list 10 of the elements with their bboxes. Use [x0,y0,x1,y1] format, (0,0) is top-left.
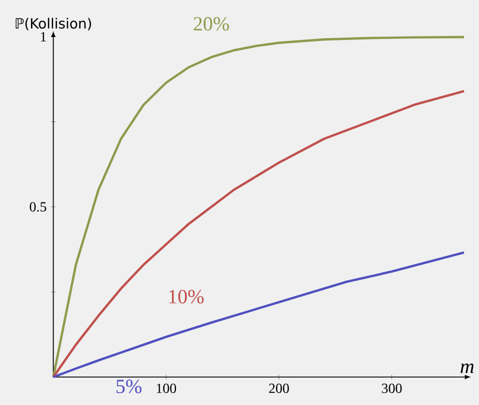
series-label: 20% [194,17,229,31]
x-tick-label: 200 [269,384,289,394]
y-tick-label: 0.5 [30,202,46,212]
x-axis-title: m [460,364,474,374]
series-label: 5% [116,380,142,394]
y-tick-label: 1 [40,32,46,42]
series-label: 10% [169,290,204,304]
x-tick-label: 100 [156,384,176,394]
y-axis-title: ℙ(Kollision) [16,18,92,30]
x-tick-label: 300 [382,384,402,394]
